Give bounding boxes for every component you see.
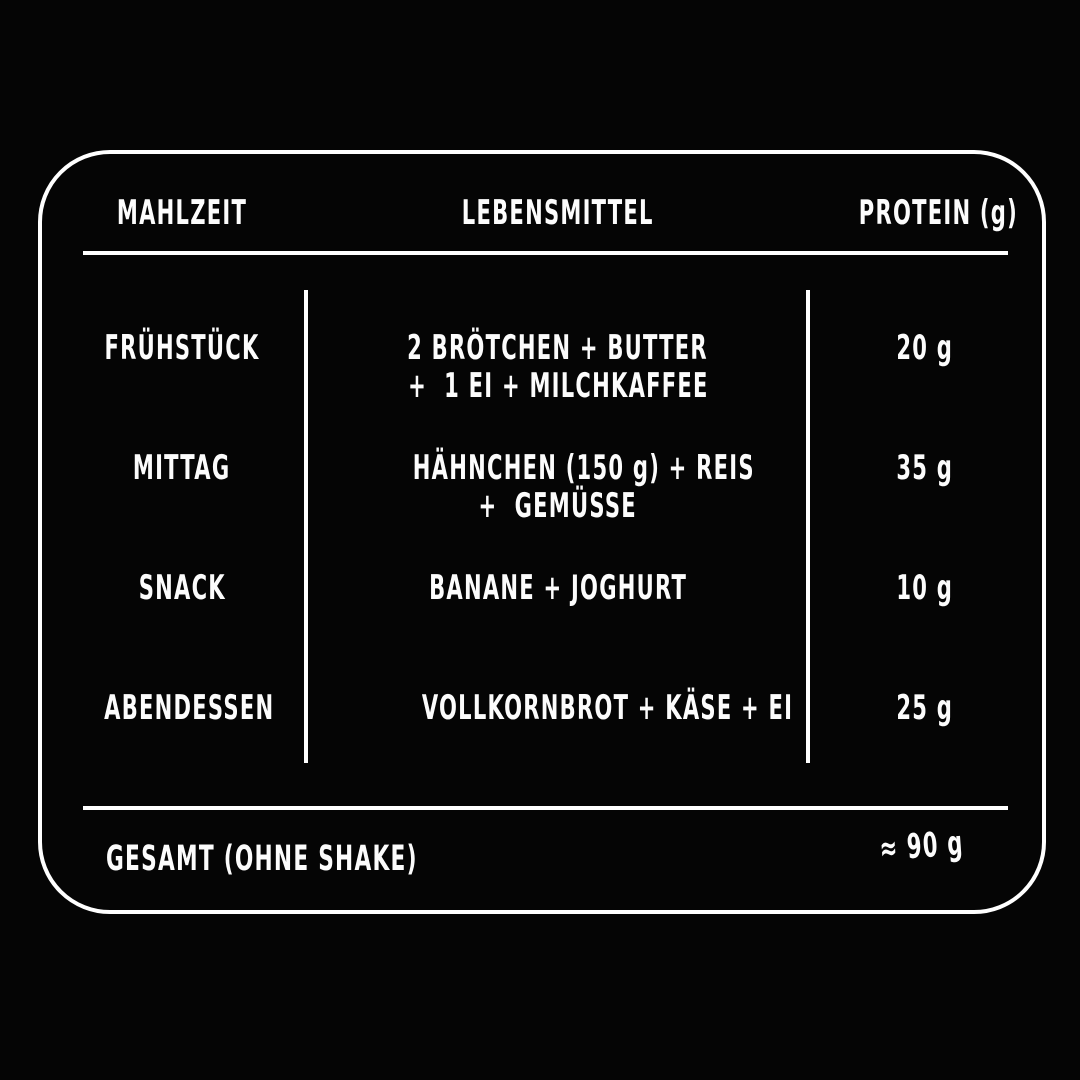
header-divider-line — [83, 251, 1008, 255]
meal-label: ABENDESSEN — [104, 688, 275, 728]
meal-plan-card: MAHLZEIT LEBENSMITTEL PROTEIN (g) FRÜHST… — [38, 150, 1046, 914]
column-header-food-label: LEBENSMITTEL — [462, 193, 654, 233]
food-text: 2 BRÖTCHEN + BUTTER + 1 EI + MILCHKAFFEE — [407, 328, 709, 406]
column-header-protein-label: PROTEIN (g) — [858, 193, 1018, 233]
footer-total-value: ≈ 90 g — [878, 823, 966, 870]
footer-divider-line — [83, 806, 1008, 810]
column-header-meal-label: MAHLZEIT — [116, 193, 248, 233]
column-header-food: LEBENSMITTEL — [308, 194, 808, 232]
column-header-meal: MAHLZEIT — [52, 194, 312, 232]
meal-label: MITTAG — [133, 448, 231, 488]
column-header-protein: PROTEIN (g) — [810, 194, 1040, 232]
column-divider-left — [304, 290, 308, 763]
food-text: BANANE + JOGHURT — [428, 568, 688, 608]
footer-total-label: GESAMT (OHNE SHAKE) — [106, 839, 418, 879]
column-divider-right — [806, 290, 810, 763]
protein-value: 10 g — [896, 568, 954, 608]
protein-value: 35 g — [896, 448, 954, 488]
food-text: VOLLKORNBROT + KÄSE + EI — [421, 688, 794, 728]
food-text: HÄHNCHEN (150 g) + REIS + GEMÜSSE — [412, 448, 755, 526]
protein-value: 20 g — [896, 328, 954, 368]
meal-label: FRÜHSTÜCK — [104, 328, 260, 368]
protein-value: 25 g — [896, 688, 954, 728]
meal-label: SNACK — [138, 568, 226, 608]
